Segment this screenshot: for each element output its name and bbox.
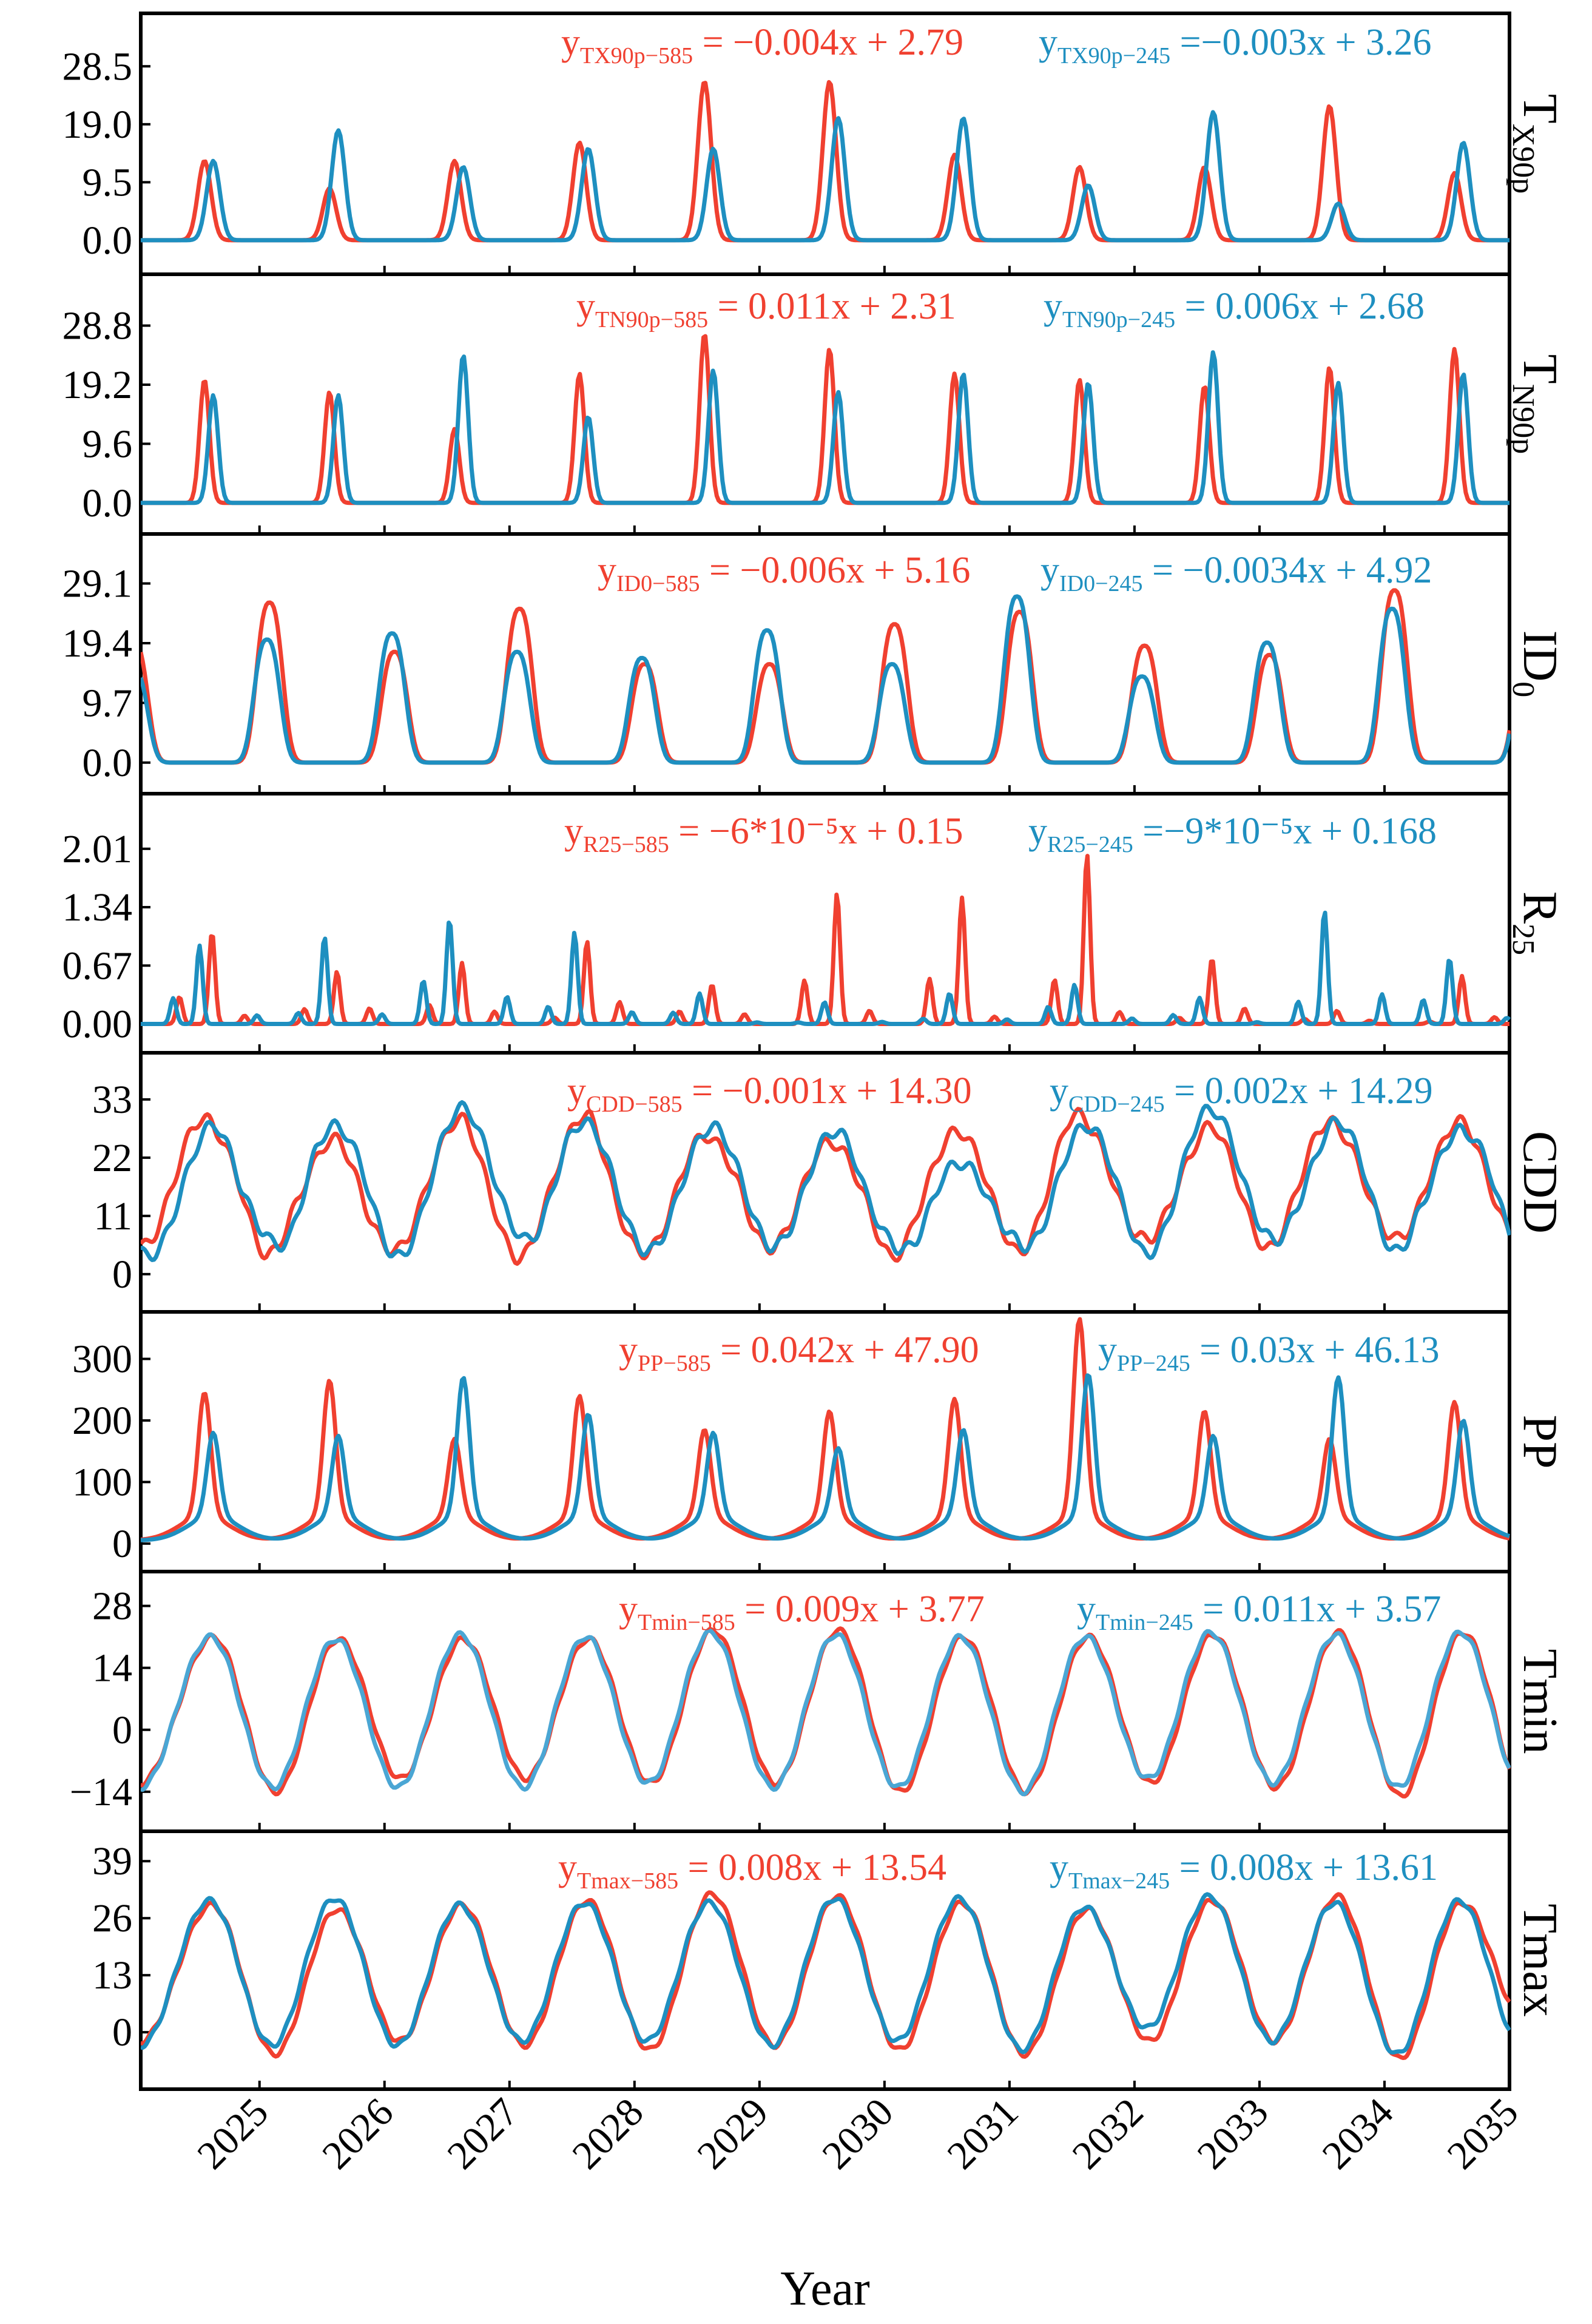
- series-line-ssp245: [141, 594, 1511, 765]
- x-tick-label: 2028: [564, 2090, 652, 2178]
- series-line-ssp245: [141, 110, 1510, 243]
- panel-pp: 0 100 200 300 yPP−585 = 0.042x + 47.90 yPP−24…: [72, 1310, 1567, 1573]
- y-tick-label: 14: [92, 1646, 132, 1691]
- equation-ssp245: yTmax−245 = 0.008x + 13.61: [1050, 1847, 1438, 1894]
- y-tick-label: 0.0: [83, 741, 133, 785]
- x-tick-label: 2032: [1064, 2090, 1152, 2178]
- y-tick-label: 0: [112, 1522, 132, 1566]
- panel-tn90p: 0.0 9.6 19.2 28.8 yTN90p−585 = 0.011x + 2.31…: [62, 272, 1567, 536]
- y-tick-label: 19.4: [62, 621, 133, 666]
- y-tick-label: 100: [72, 1460, 132, 1504]
- y-tick-label: 0.67: [62, 944, 133, 988]
- y-tick-label: 29.1: [62, 562, 133, 606]
- y-tick-label: 0: [112, 1252, 132, 1297]
- y-tick-label: 300: [72, 1337, 132, 1382]
- x-tick-label: 2035: [1439, 2090, 1527, 2178]
- y-tick-label: 22: [92, 1136, 132, 1180]
- y-tick-label: 9.5: [83, 160, 133, 204]
- panel-r25: 0.00 0.67 1.34 2.01 yR25−585 = −6*10⁻⁵x + 0.…: [62, 792, 1567, 1055]
- x-tick-label: 2027: [439, 2090, 527, 2178]
- panel-frame: [139, 1829, 1511, 2091]
- equation-ssp585: yTN90p−585 = 0.011x + 2.31: [576, 286, 956, 333]
- series-line-ssp585: [141, 588, 1511, 765]
- equation-ssp585: yID0−585 = −0.006x + 5.16: [598, 550, 970, 596]
- equation-ssp245: yID0−245 = −0.0034x + 4.92: [1041, 550, 1432, 596]
- series-line-ssp585: [141, 1890, 1511, 2060]
- y-tick-label: 19.0: [62, 103, 133, 147]
- equation-ssp585: yPP−585 = 0.042x + 47.90: [619, 1329, 979, 1376]
- equation-ssp245: yTN90p−245 = 0.006x + 2.68: [1044, 286, 1425, 333]
- y-tick-label: 0: [112, 2010, 132, 2055]
- x-tick-label: 2034: [1314, 2090, 1402, 2178]
- panel-cdd: 0 11 22 33 yCDD−585 = −0.001x + 14.30 yCDD−24…: [92, 1051, 1567, 1314]
- y-tick-label: 2.01: [62, 827, 133, 871]
- panel-label-r25: R25: [1506, 891, 1567, 955]
- y-tick-label: 0.00: [62, 1002, 133, 1047]
- series-line-ssp245: [141, 1373, 1511, 1542]
- y-tick-label: 11: [93, 1194, 132, 1238]
- panel-label-id0: ID0: [1506, 630, 1567, 697]
- x-tick-label: 2026: [314, 2090, 402, 2178]
- equation-ssp245: yPP−245 = 0.03x + 46.13: [1098, 1329, 1440, 1376]
- y-tick-label: 200: [72, 1399, 132, 1443]
- y-tick-label: 0.0: [83, 481, 133, 525]
- series-line-ssp245: [141, 1892, 1511, 2055]
- equation-ssp585: yTmin−585 = 0.009x + 3.77: [619, 1589, 985, 1635]
- panel-tmax: 0 13 26 39 yTmax−585 = 0.008x + 13.54 yTmax−2…: [92, 1829, 1567, 2091]
- equation-ssp245: yR25−245 =−9*10⁻⁵x + 0.168: [1028, 811, 1437, 857]
- equation-ssp585: yTX90p−585 = −0.004x + 2.79: [561, 22, 963, 69]
- series-line-ssp245: [141, 1628, 1511, 1797]
- y-tick-label: 1.34: [62, 885, 133, 930]
- y-tick-label: 28.8: [62, 304, 133, 348]
- equation-ssp245: yTX90p−245 =−0.003x + 3.26: [1039, 22, 1432, 69]
- panel-id0: 0.0 9.7 19.4 29.1 yID0−585 = −0.006x + 5.16 y…: [62, 532, 1567, 795]
- x-tick-label: 2029: [689, 2090, 777, 2178]
- y-tick-label: 28.5: [62, 44, 133, 89]
- panel-label-tmax: Tmax: [1513, 1903, 1567, 2017]
- panel-label-cdd: CDD: [1513, 1131, 1567, 1234]
- series-line-ssp245: [141, 1100, 1511, 1262]
- y-tick-label: 0: [112, 1708, 132, 1752]
- y-tick-label: 0.0: [83, 218, 133, 263]
- panel-label-tn90p: TN90p: [1506, 354, 1567, 454]
- series-line-ssp245: [141, 350, 1510, 505]
- x-axis-title: Year: [780, 2262, 869, 2316]
- y-tick-label: 28: [92, 1584, 132, 1629]
- y-tick-label: 33: [92, 1078, 132, 1122]
- equation-ssp245: yTmin−245 = 0.011x + 3.57: [1077, 1589, 1441, 1635]
- series-line-ssp585: [141, 854, 1510, 1026]
- panel-tmin: −14 0 14 28 yTmin−585 = 0.009x + 3.77 yTmin−2…: [70, 1570, 1567, 1833]
- x-tick-label: 2030: [814, 2090, 902, 2178]
- y-tick-label: 13: [92, 1953, 132, 1998]
- y-tick-label: 19.2: [62, 363, 133, 407]
- x-tick-label: 2031: [939, 2090, 1027, 2178]
- y-tick-label: 39: [92, 1839, 132, 1883]
- y-tick-label: 26: [92, 1896, 132, 1941]
- equation-ssp585: yCDD−585 = −0.001x + 14.30: [567, 1070, 972, 1117]
- equation-ssp245: yCDD−245 = 0.002x + 14.29: [1050, 1070, 1433, 1117]
- x-tick-label: 2025: [189, 2090, 277, 2178]
- y-tick-label: −14: [70, 1770, 132, 1814]
- y-tick-label: 9.6: [83, 422, 133, 466]
- series-line-ssp245: [141, 910, 1511, 1026]
- equation-ssp585: yR25−585 = −6*10⁻⁵x + 0.15: [564, 811, 963, 857]
- y-tick-label: 9.7: [83, 681, 133, 725]
- panel-tx90p: 0.0 9.5 19.0 28.5 yTX90p−585 = −0.004x + 2.7…: [62, 12, 1567, 276]
- x-tick-label: 2033: [1189, 2090, 1277, 2178]
- panel-label-tx90p: TX90p: [1506, 94, 1567, 194]
- panel-label-tmin: Tmin: [1513, 1649, 1567, 1754]
- panel-label-pp: PP: [1513, 1415, 1567, 1469]
- equation-ssp585: yTmax−585 = 0.008x + 13.54: [558, 1847, 946, 1894]
